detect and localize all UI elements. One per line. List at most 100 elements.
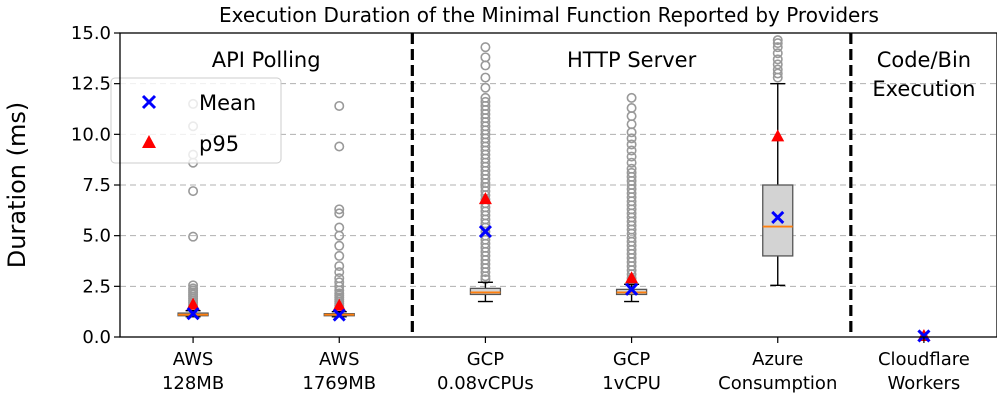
mean-marker <box>625 282 639 296</box>
y-tick-label: 2.5 <box>82 276 111 297</box>
outlier-point <box>188 231 199 242</box>
x-tick-label: GCP 1vCPU <box>602 349 661 394</box>
outlier-point <box>334 261 345 272</box>
x-tick-label-line: AWS <box>173 349 214 370</box>
x-tick-label-line: GCP <box>613 349 651 370</box>
group-label-line: HTTP Server <box>567 48 697 72</box>
outlier-point <box>772 42 783 53</box>
group-label-line: API Polling <box>212 48 321 72</box>
mean-marker <box>332 308 346 322</box>
axes: 0.0 2.5 5.0 7.5 10.0 12.5 15.0 AWS 128MB AWS 1769M… <box>71 23 970 394</box>
outlier-point <box>772 59 783 70</box>
boxes <box>177 35 931 343</box>
chart-title: Execution Duration of the Minimal Functi… <box>219 3 879 27</box>
outlier-point <box>188 280 199 291</box>
outlier-point <box>626 139 637 150</box>
box-iqr <box>469 287 502 296</box>
outlier-point <box>334 100 345 111</box>
x-tick-label-line: Workers <box>888 373 961 394</box>
box-group <box>323 100 355 322</box>
outlier-point <box>480 42 491 53</box>
outlier-point <box>772 38 783 49</box>
outlier-point <box>334 208 345 219</box>
box-group <box>469 42 502 303</box>
outlier-point <box>334 277 345 288</box>
outlier-point <box>334 273 345 284</box>
y-tick-label: 12.5 <box>71 74 111 95</box>
x-tick-label: Cloudflare Workers <box>878 349 970 394</box>
x-tick-label-line: AWS <box>319 349 360 370</box>
x-tick-label: AWS 128MB <box>162 349 224 394</box>
outlier-point <box>626 119 637 130</box>
x-tick-label: AWS 1769MB <box>302 349 376 394</box>
x-tick-label-line: GCP <box>467 349 505 370</box>
outlier-point <box>480 82 491 93</box>
x-tick-label-line: 0.08vCPUs <box>437 373 534 394</box>
p95-marker <box>625 271 639 284</box>
mean-marker <box>771 210 785 224</box>
outlier-point <box>334 204 345 215</box>
outlier-point <box>626 102 637 113</box>
x-tick-label-line: Cloudflare <box>878 349 970 370</box>
group-label: Code/Bin Execution <box>872 48 975 101</box>
outlier-point <box>188 283 199 294</box>
outlier-point <box>626 151 637 162</box>
legend-label: p95 <box>199 132 239 156</box>
outlier-point <box>626 127 637 138</box>
outlier-point <box>626 157 637 168</box>
outlier-point <box>480 52 491 63</box>
mean-marker <box>917 329 931 343</box>
box-group <box>917 328 931 343</box>
outlier-point <box>772 54 783 65</box>
outlier-point <box>626 92 637 103</box>
box-group <box>615 92 648 303</box>
p95-marker <box>332 298 346 311</box>
outlier-point <box>188 186 199 197</box>
outlier-point <box>334 222 345 233</box>
outlier-point <box>626 145 637 156</box>
group-labels: API Polling HTTP Server Code/Bin Execution <box>212 48 976 101</box>
p95-marker <box>478 192 492 205</box>
outlier-point <box>480 72 491 83</box>
y-tick-label: 10.0 <box>71 124 111 145</box>
outlier-point <box>626 163 637 174</box>
mean-marker <box>186 307 200 321</box>
outlier-point <box>480 96 491 107</box>
legend: Mean p95 <box>110 77 282 164</box>
x-tick-label-line: 1769MB <box>302 373 376 394</box>
legend-label: Mean <box>199 91 256 115</box>
outlier-point <box>772 64 783 75</box>
outlier-point <box>626 167 637 178</box>
group-label: API Polling <box>212 48 321 72</box>
box-group <box>762 35 794 287</box>
y-tick-label: 0.0 <box>82 327 111 348</box>
group-label: HTTP Server <box>567 48 697 72</box>
outlier-point <box>772 35 783 46</box>
x-tick-label: Azure Consumption <box>718 349 837 394</box>
outlier-point <box>334 240 345 251</box>
legend-mean-icon <box>141 94 157 110</box>
outlier-point <box>334 141 345 152</box>
outlier-point <box>626 133 637 144</box>
p95-marker <box>771 129 785 142</box>
outlier-point <box>334 250 345 261</box>
x-tick-label-line: Azure <box>752 349 803 370</box>
outlier-point <box>334 267 345 278</box>
x-tick-label-line: 128MB <box>162 373 224 394</box>
y-axis-label: Duration (ms) <box>3 102 31 268</box>
x-tick-label: GCP 0.08vCPUs <box>437 349 534 394</box>
legend-p95-icon <box>142 135 156 148</box>
y-tick-label: 15.0 <box>71 23 111 44</box>
outlier-point <box>334 288 345 299</box>
box-iqr <box>762 184 794 257</box>
group-label-line: Execution <box>872 77 975 101</box>
y-tick-label: 7.5 <box>82 175 111 196</box>
x-tick-label-line: Consumption <box>718 373 837 394</box>
outlier-point <box>480 92 491 103</box>
p95-marker <box>186 297 200 310</box>
group-label-line: Code/Bin <box>877 48 971 72</box>
x-tick-label-line: 1vCPU <box>602 373 661 394</box>
outlier-point <box>480 60 491 71</box>
group-separators <box>410 33 853 337</box>
